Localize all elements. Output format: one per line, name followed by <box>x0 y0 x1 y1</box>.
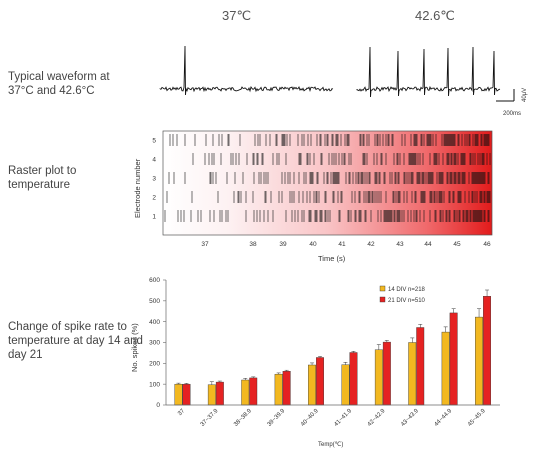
raster-time-ticks: 37 38 39 40 41 42 43 44 45 46 <box>201 241 491 248</box>
bar-div21 <box>382 341 391 406</box>
bar-div21 <box>449 312 458 406</box>
waveform-label: Typical waveform at 37°C and 42.6°C <box>8 71 110 97</box>
bar-y-tick-label: 400 <box>149 319 160 326</box>
bar-x-tick-label: 43~43.9 <box>400 408 420 428</box>
raster-label: Raster plot to temperature <box>8 165 77 191</box>
bar-series <box>174 289 491 406</box>
bar-div14 <box>341 364 350 406</box>
bar-div21 <box>249 377 258 406</box>
bar-x-tick-label: 37~37.9 <box>200 408 220 428</box>
raster-time-tick: 40 <box>309 241 317 248</box>
bar-x-tick-label: 45~45.9 <box>467 408 487 428</box>
bar-div21 <box>215 381 224 406</box>
raster-time-tick: 43 <box>396 241 404 248</box>
raster-ylabel: Electrode number <box>133 158 142 218</box>
raster-electrode-tick: 1 <box>152 214 156 221</box>
legend-swatch <box>379 296 386 303</box>
bar-y-tick-label: 0 <box>156 402 160 409</box>
bar-ylabel: No. spikes (%) <box>130 323 139 372</box>
bar-div14 <box>241 379 250 406</box>
bar-div14 <box>308 364 316 406</box>
bar-div21 <box>282 371 291 406</box>
bar-xlabel: Temp(℃) <box>318 442 343 448</box>
bar-y-tick-label: 200 <box>149 361 160 368</box>
bar-div14 <box>374 349 383 406</box>
raster-time-tick: 37 <box>201 241 209 248</box>
bar-div14 <box>207 384 216 406</box>
bar-div14 <box>274 373 283 406</box>
raster-time-tick: 38 <box>249 241 257 248</box>
spike-rate-chart: 0 100 200 300 400 500 600 37 37~37.9 38~38.9 39~3… <box>130 277 500 448</box>
raster-electrode-ticks: 1 2 3 4 5 <box>152 138 156 221</box>
scale-voltage-label: 40μV <box>522 88 528 102</box>
bar-y-ticks: 0 100 200 300 400 500 600 <box>149 277 166 409</box>
legend-label: 14 DIV n=218 <box>388 287 426 293</box>
legend-swatch <box>379 285 386 292</box>
raster-time-tick: 41 <box>338 241 346 248</box>
bar-x-tick-label: 38~38.9 <box>233 408 253 428</box>
waveform-42-6 <box>356 46 501 98</box>
bar-legend: 14 DIV n=218 21 DIV n=510 <box>379 285 426 304</box>
raster-electrode-tick: 3 <box>152 176 156 183</box>
bar-div14 <box>475 316 483 406</box>
bar-div21 <box>349 352 358 406</box>
raster-electrode-tick: 5 <box>152 138 156 145</box>
waveform-37 <box>159 45 334 96</box>
raster-time-tick: 46 <box>483 241 491 248</box>
bar-x-ticks: 37 37~37.9 38~38.9 39~39.9 40~40.9 41~41.9 42~… <box>177 408 487 428</box>
raster-xlabel: Time (s) <box>318 254 346 263</box>
raster-spikes <box>164 134 491 222</box>
bar-div21 <box>416 327 425 406</box>
temp-low-header: 37℃ <box>222 8 252 23</box>
bar-div21 <box>316 357 324 406</box>
bar-div14 <box>441 331 450 406</box>
bar-y-tick-label: 600 <box>149 277 160 284</box>
legend-label: 21 DIV n=510 <box>388 298 426 304</box>
bar-y-tick-label: 100 <box>149 381 160 388</box>
raster-background <box>162 130 493 236</box>
bar-x-tick-label: 37 <box>177 408 186 417</box>
raster-time-tick: 42 <box>367 241 375 248</box>
waveform-scale-bar: 40μV 200ms <box>496 88 528 117</box>
bar-div14 <box>174 383 183 406</box>
bar-x-tick-label: 40~40.9 <box>300 408 320 428</box>
bar-div21 <box>483 296 491 406</box>
temp-high-header: 42.6℃ <box>415 8 455 23</box>
bar-x-tick-label: 41~41.9 <box>333 408 353 428</box>
spike-rate-label: Change of spike rate to temperature at d… <box>8 321 143 361</box>
bar-div21 <box>182 383 191 406</box>
raster-time-tick: 39 <box>279 241 287 248</box>
bar-x-tick-label: 42~42.9 <box>367 408 387 428</box>
bar-x-tick-label: 39~39.9 <box>267 408 287 428</box>
bar-div14 <box>408 342 417 406</box>
bar-y-tick-label: 300 <box>149 340 160 347</box>
raster-time-tick: 45 <box>453 241 461 248</box>
bar-x-tick-label: 44~44.9 <box>434 408 454 428</box>
raster-electrode-tick: 2 <box>152 195 156 202</box>
scale-time-label: 200ms <box>503 111 521 117</box>
raster-electrode-tick: 4 <box>152 157 156 164</box>
bar-y-tick-label: 500 <box>149 298 160 305</box>
raster-time-tick: 44 <box>424 241 432 248</box>
